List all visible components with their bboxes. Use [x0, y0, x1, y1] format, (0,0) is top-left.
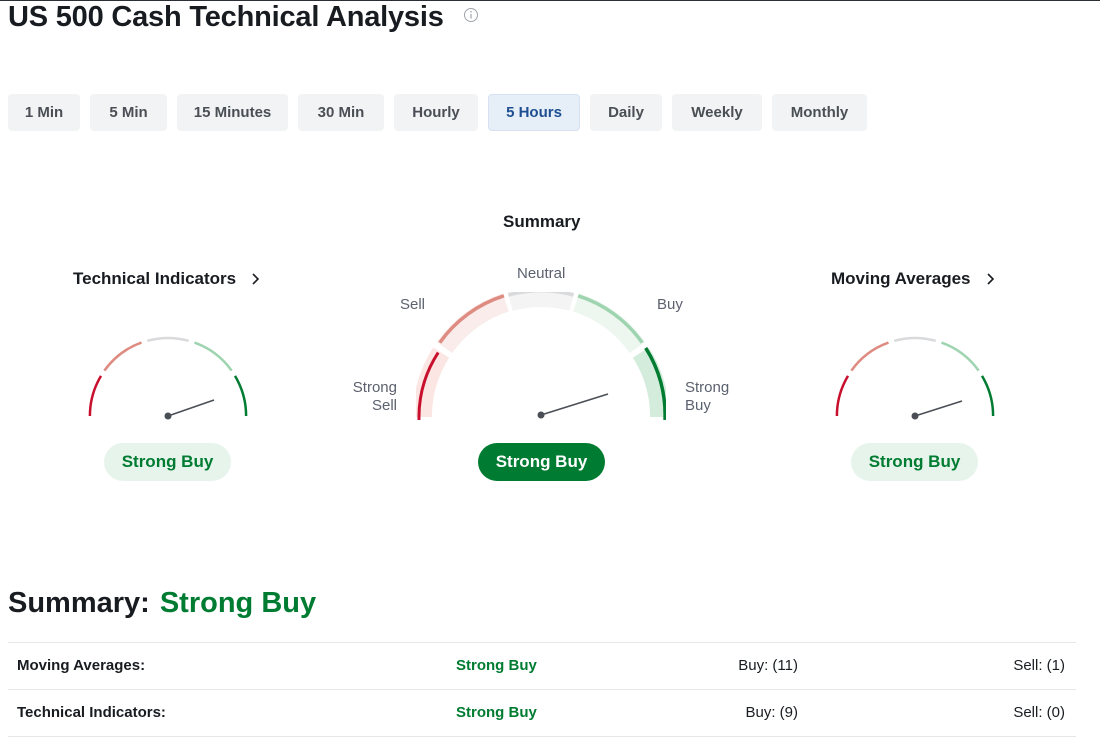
technical-indicators-link[interactable]: Technical Indicators: [73, 269, 260, 289]
moving-averages-link[interactable]: Moving Averages: [831, 269, 995, 289]
summary-label: Summary:: [8, 587, 150, 619]
tab-15-minutes[interactable]: 15 Minutes: [177, 94, 288, 131]
row-sell-count: Sell: (1): [1013, 657, 1065, 674]
tab-weekly[interactable]: Weekly: [672, 94, 762, 131]
page-title: US 500 Cash Technical Analysis: [8, 1, 444, 33]
label-sell: Sell: [400, 296, 426, 313]
table-row: Moving Averages: Strong Buy Buy: (11) Se…: [8, 642, 1076, 689]
tab-monthly[interactable]: Monthly: [772, 94, 867, 131]
chevron-right-icon: [252, 273, 260, 285]
tab-5-min[interactable]: 5 Min: [90, 94, 167, 131]
row-name: Moving Averages:: [17, 657, 146, 674]
row-sell-count: Sell: (0): [1013, 704, 1065, 721]
technical-indicators-heading: Technical Indicators: [73, 269, 237, 288]
summary-value: Strong Buy: [159, 587, 317, 619]
label-neutral: Neutral: [517, 265, 566, 282]
technical-indicators-result: Strong Buy: [104, 443, 231, 481]
label-strong-sell: Strong Sell: [352, 379, 397, 414]
summary-line: Summary: Strong Buy: [8, 587, 316, 620]
chevron-right-icon: [986, 273, 994, 285]
tab-daily[interactable]: Daily: [590, 94, 662, 131]
summary-table: Moving Averages: Strong Buy Buy: (11) Se…: [8, 642, 1076, 737]
moving-averages-result: Strong Buy: [851, 443, 978, 481]
row-name: Technical Indicators:: [17, 704, 166, 721]
row-buy-count: Buy: (11): [738, 657, 798, 674]
label-buy: Buy: [657, 296, 683, 313]
technical-indicators-gauge: [88, 336, 248, 420]
tab-5-hours[interactable]: 5 Hours: [488, 94, 580, 131]
row-status: Strong Buy: [456, 657, 537, 674]
tab-30-min[interactable]: 30 Min: [298, 94, 384, 131]
tab-hourly[interactable]: Hourly: [394, 94, 478, 131]
summary-result: Strong Buy: [478, 443, 605, 481]
tab-1-min[interactable]: 1 Min: [8, 94, 80, 131]
table-row: Technical Indicators: Strong Buy Buy: (9…: [8, 689, 1076, 737]
row-buy-count: Buy: (9): [745, 704, 798, 721]
top-border: [0, 0, 1100, 1]
moving-averages-heading: Moving Averages: [831, 269, 971, 288]
label-strong-buy: Strong Buy: [685, 379, 730, 414]
row-status: Strong Buy: [456, 704, 537, 721]
summary-gauge-heading: Summary: [503, 212, 581, 231]
summary-gauge: [416, 292, 666, 421]
info-icon[interactable]: [463, 7, 479, 23]
moving-averages-gauge: [835, 336, 995, 420]
